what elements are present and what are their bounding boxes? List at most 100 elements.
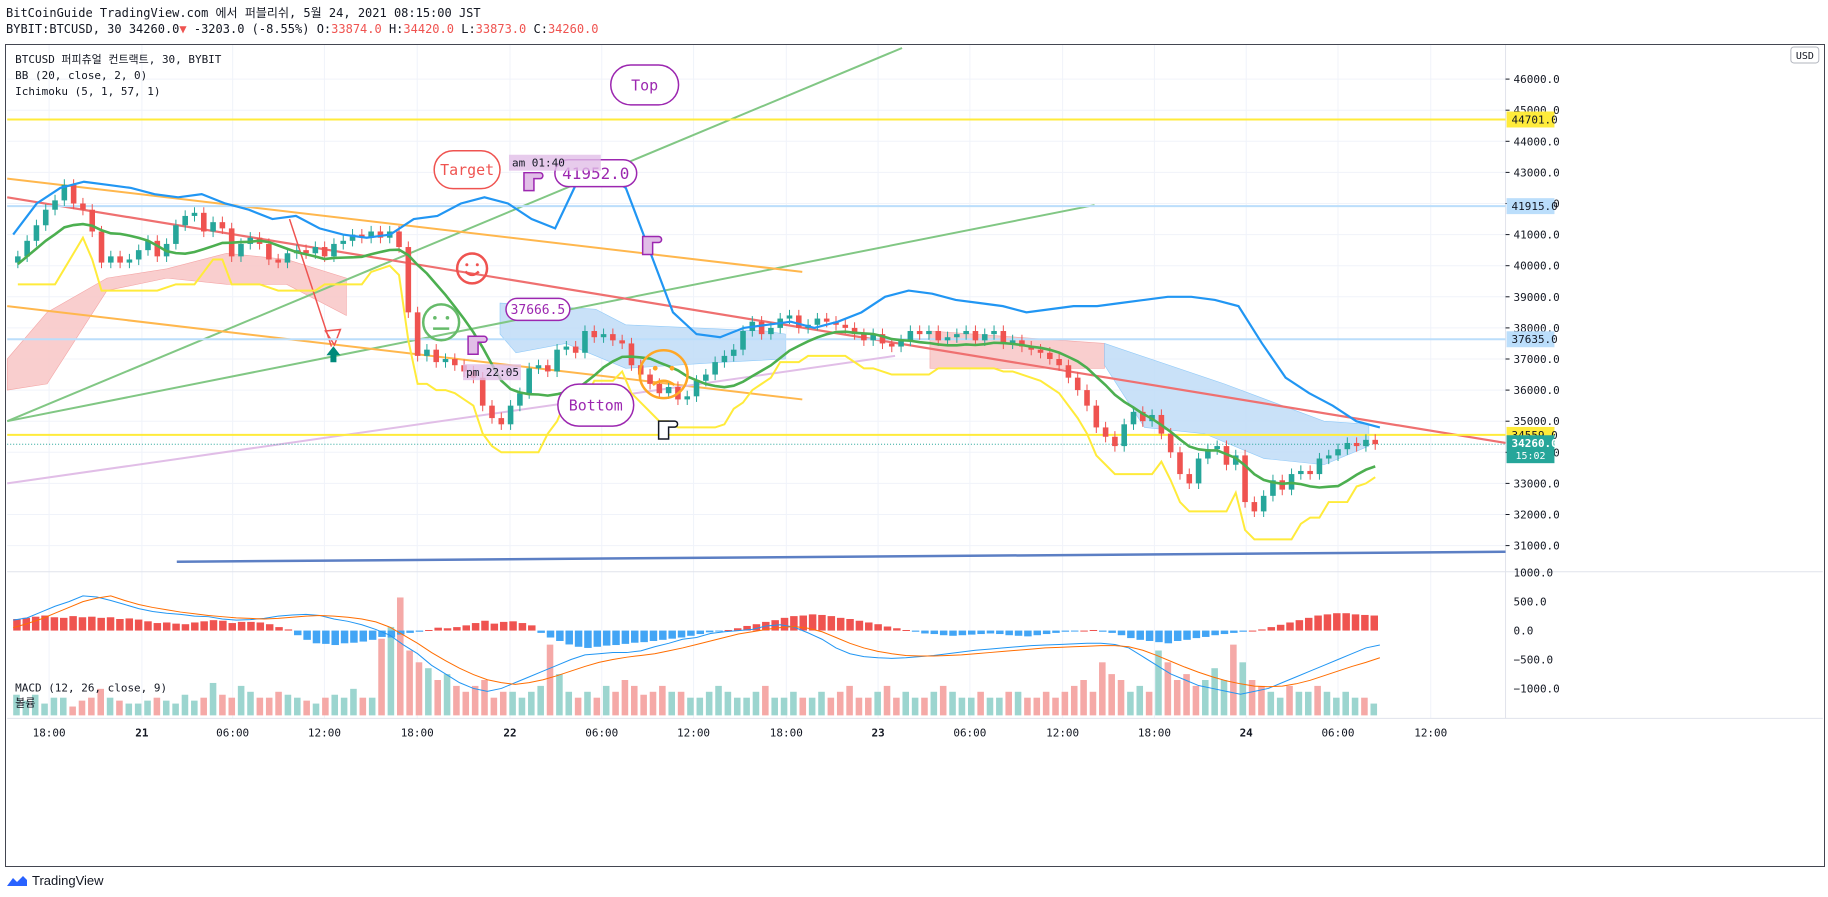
happy-face-icon-outline: [455, 252, 489, 285]
volume-bar: [228, 697, 236, 716]
worried-face-icon: [638, 349, 689, 400]
volume-bar: [818, 691, 825, 716]
macd-histogram-bar: [247, 621, 255, 631]
volume-bar: [312, 703, 320, 716]
macd-histogram-bar: [1005, 630, 1013, 636]
candle-body: [266, 243, 272, 260]
volume-bar: [78, 700, 86, 716]
volume-bar: [443, 674, 451, 716]
macd-histogram-bar: [659, 630, 667, 640]
candle-body: [414, 312, 421, 356]
macd-histogram-bar: [808, 614, 817, 631]
time-tick-label: 18:00: [33, 726, 66, 739]
candle-body: [544, 365, 551, 372]
macd-histogram-bar: [294, 630, 302, 636]
volume-bar: [481, 679, 488, 716]
candle-body: [610, 334, 616, 341]
candle-body: [1130, 411, 1137, 425]
candle-body: [182, 215, 188, 226]
macd-histogram-bar: [1080, 630, 1088, 632]
volume-bar: [50, 697, 58, 716]
price-tick-label: 36000.0: [1514, 384, 1560, 397]
macd-histogram-bar: [1117, 630, 1126, 636]
macd-histogram-bar: [13, 619, 21, 631]
candle-body: [1325, 455, 1332, 459]
macd-histogram-bar: [387, 630, 396, 638]
volume-bar: [209, 682, 217, 716]
candle-body: [238, 243, 244, 257]
last-price-label: 34260.0: [1512, 437, 1558, 450]
macd-histogram-bar: [265, 624, 274, 631]
legend-volume: 볼륨: [15, 696, 35, 709]
price-low-callout: 37666.5: [505, 297, 571, 322]
macd-histogram-bar: [949, 630, 957, 636]
bottom-callout-label: Bottom: [569, 397, 623, 415]
candle-body: [1260, 495, 1267, 512]
candle-body: [768, 327, 774, 335]
macd-histogram-bar: [855, 620, 864, 631]
volume-bar: [134, 703, 142, 716]
candle-body: [219, 222, 226, 229]
volume-bar: [22, 700, 30, 716]
candle-body: [656, 383, 663, 394]
candle-body: [1307, 470, 1313, 475]
macd-histogram-bar: [584, 630, 592, 648]
tradingview-brand[interactable]: TradingView: [6, 873, 104, 888]
volume-bar: [1155, 650, 1162, 716]
volume-bar: [368, 697, 376, 716]
volume-bar: [1192, 685, 1200, 716]
candle-body: [1232, 455, 1239, 465]
macd-histogram-bar: [921, 630, 929, 634]
volume-bar: [1099, 662, 1106, 716]
macd-histogram-bar: [1070, 630, 1079, 632]
ohlc-line: BYBIT:BTCUSD, 30 34260.0▼ -3203.0 (-8.55…: [6, 22, 599, 36]
price-tag-37635-box: [1506, 331, 1555, 348]
volume-bar: [13, 694, 20, 716]
volume-bar: [462, 691, 470, 716]
volume-bar: [509, 691, 516, 716]
candle-body: [721, 355, 728, 363]
neutral-face-icon: [421, 303, 461, 342]
volume-bar: [106, 697, 114, 716]
macd-histogram-bar: [1267, 627, 1276, 631]
macd-histogram-bar: [125, 618, 134, 631]
macd-histogram-bar: [256, 622, 265, 631]
macd-histogram-bar: [275, 627, 283, 631]
volume-bar: [696, 697, 704, 716]
indicator-tick-label: −1000.0: [1514, 682, 1560, 695]
volume-bar: [677, 691, 685, 716]
macd-histogram-bar: [1258, 629, 1266, 631]
volume-bar: [275, 691, 282, 716]
volume-bar: [303, 700, 310, 716]
volume-bar: [537, 685, 544, 716]
macd-histogram-bar: [1192, 630, 1201, 639]
volume-bar: [640, 694, 647, 716]
volume-bar: [762, 685, 769, 716]
close-value: 34260.0: [547, 22, 599, 36]
price-tick-label: 44000.0: [1514, 135, 1560, 148]
macd-histogram-bar: [752, 624, 761, 631]
macd-histogram-bar: [312, 630, 321, 644]
candle-body: [442, 358, 449, 363]
happy-face-icon: [455, 252, 489, 285]
indicator-tick-label: 0.0: [1514, 625, 1534, 638]
macd-histogram-bar: [406, 630, 414, 633]
macd-histogram-bar: [415, 630, 424, 632]
volume-bar: [855, 697, 863, 716]
candle-body: [647, 374, 653, 384]
volume-bar: [1089, 691, 1097, 716]
hand-pointer-icon-low-shape: [467, 335, 488, 355]
time-tick-label: 06:00: [216, 726, 249, 739]
macd-histogram-bar: [939, 630, 948, 636]
volume-bar: [153, 697, 161, 716]
candle-body: [24, 240, 30, 257]
candle-body: [15, 256, 21, 263]
price-tag-37635: 37635.0: [1506, 331, 1558, 348]
macd-histogram-bar: [181, 624, 190, 631]
candle-body: [703, 374, 709, 381]
macd-histogram-bar: [799, 615, 807, 631]
macd-histogram-bar: [490, 623, 499, 631]
candle-body: [1028, 346, 1035, 350]
